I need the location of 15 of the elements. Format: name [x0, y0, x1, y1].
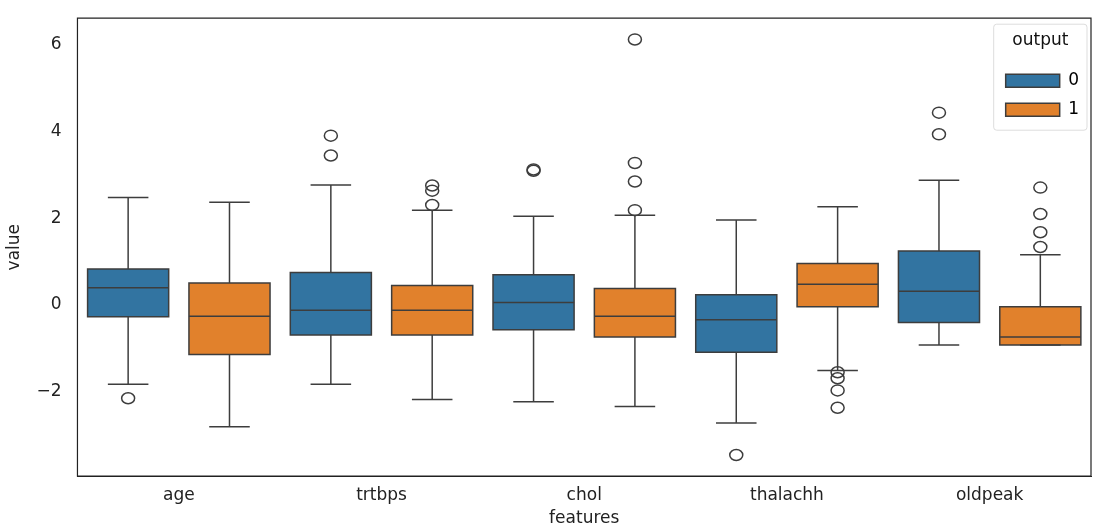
legend-label: 0: [1068, 69, 1080, 90]
y-axis-title: value: [2, 223, 23, 271]
x-tick-label: thalachh: [749, 483, 824, 504]
legend-label: 1: [1068, 98, 1080, 119]
y-tick-label: 0: [50, 293, 62, 314]
x-tick-label: age: [162, 483, 195, 504]
x-tick-label: oldpeak: [955, 483, 1024, 504]
legend-title: output: [1012, 28, 1069, 49]
y-tick-label: −2: [36, 380, 62, 401]
x-tick-label: chol: [566, 483, 602, 504]
x-axis-title: features: [549, 507, 620, 528]
y-tick-label: 2: [50, 206, 62, 227]
x-tick-label: trtbps: [356, 483, 408, 504]
y-tick-label: 6: [50, 33, 62, 54]
y-tick-label: 4: [50, 120, 62, 141]
